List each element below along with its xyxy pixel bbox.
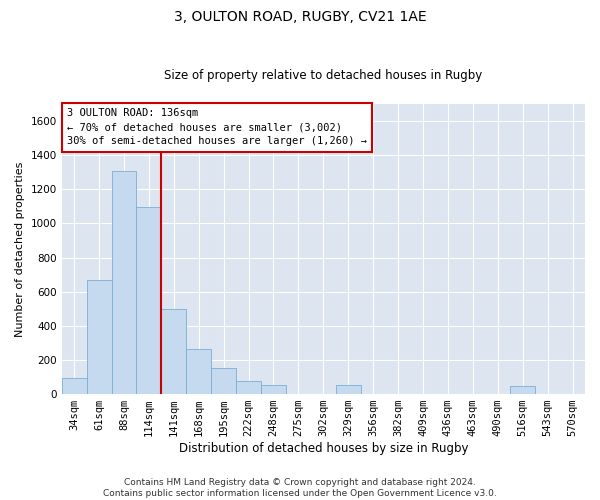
Bar: [62, 378, 86, 394]
Bar: [86, 280, 112, 394]
Title: Size of property relative to detached houses in Rugby: Size of property relative to detached ho…: [164, 69, 482, 82]
Bar: [236, 382, 261, 394]
Bar: [510, 386, 535, 394]
Text: 3 OULTON ROAD: 136sqm
← 70% of detached houses are smaller (3,002)
30% of semi-d: 3 OULTON ROAD: 136sqm ← 70% of detached …: [67, 108, 367, 146]
Text: 3, OULTON ROAD, RUGBY, CV21 1AE: 3, OULTON ROAD, RUGBY, CV21 1AE: [173, 10, 427, 24]
Bar: [136, 207, 161, 394]
Text: Contains HM Land Registry data © Crown copyright and database right 2024.
Contai: Contains HM Land Registry data © Crown c…: [103, 478, 497, 498]
Bar: [211, 368, 236, 394]
Bar: [161, 309, 186, 394]
Bar: [336, 384, 361, 394]
Bar: [261, 384, 286, 394]
Bar: [112, 170, 136, 394]
Bar: [186, 349, 211, 394]
Y-axis label: Number of detached properties: Number of detached properties: [15, 162, 25, 336]
X-axis label: Distribution of detached houses by size in Rugby: Distribution of detached houses by size …: [179, 442, 468, 455]
